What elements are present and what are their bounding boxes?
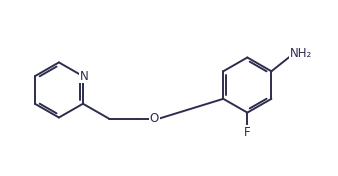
Text: O: O	[150, 112, 159, 125]
Text: F: F	[244, 126, 251, 139]
Text: N: N	[79, 70, 88, 83]
Text: NH₂: NH₂	[290, 47, 312, 60]
